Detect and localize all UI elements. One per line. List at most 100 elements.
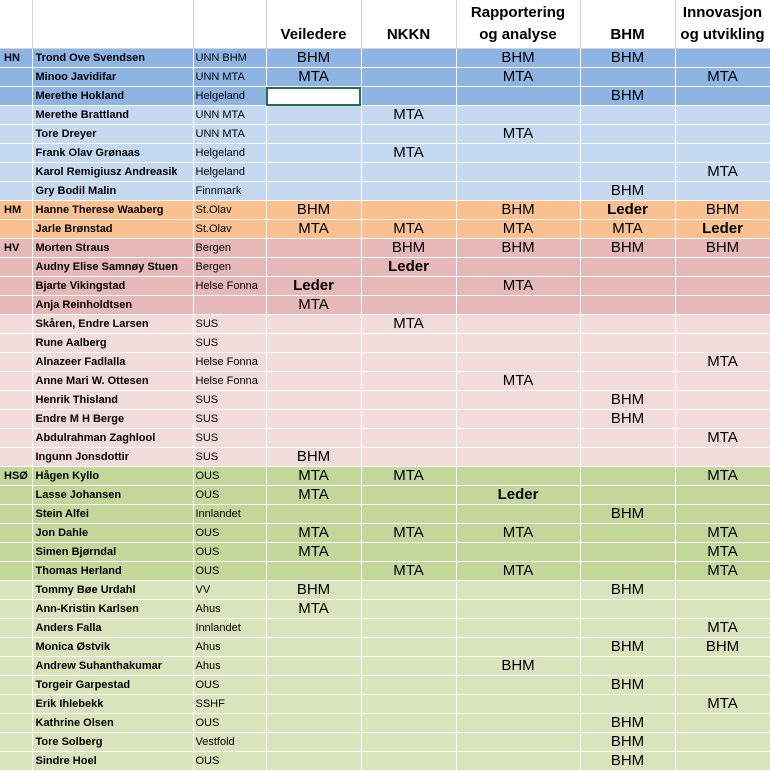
org-cell[interactable]: OUS: [193, 485, 267, 505]
region-cell[interactable]: [0, 599, 33, 619]
rapportering-cell[interactable]: [456, 390, 581, 410]
bhm-cell[interactable]: [580, 656, 676, 676]
bhm-cell[interactable]: [580, 352, 676, 372]
bhm-cell[interactable]: [580, 599, 676, 619]
bhm-cell[interactable]: [580, 124, 676, 144]
innovasjon-cell[interactable]: [675, 276, 770, 296]
header-cell-region[interactable]: [0, 0, 33, 49]
nkkn-cell[interactable]: [361, 67, 457, 87]
veiledere-cell[interactable]: [266, 333, 362, 353]
nkkn-cell[interactable]: BHM: [361, 238, 457, 258]
nkkn-cell[interactable]: [361, 48, 457, 68]
name-cell[interactable]: Rune Aalberg: [32, 333, 194, 353]
org-cell[interactable]: Helse Fonna: [193, 371, 267, 391]
region-cell[interactable]: [0, 181, 33, 201]
innovasjon-cell[interactable]: [675, 295, 770, 315]
nkkn-cell[interactable]: MTA: [361, 219, 457, 239]
name-cell[interactable]: Simen Bjørndal: [32, 542, 194, 562]
rapportering-cell[interactable]: [456, 162, 581, 182]
veiledere-cell[interactable]: MTA: [266, 67, 362, 87]
name-cell[interactable]: Anne Mari W. Ottesen: [32, 371, 194, 391]
org-cell[interactable]: Helse Fonna: [193, 276, 267, 296]
region-cell[interactable]: [0, 561, 33, 581]
org-cell[interactable]: SUS: [193, 447, 267, 467]
veiledere-cell[interactable]: BHM: [266, 200, 362, 220]
nkkn-cell[interactable]: [361, 580, 457, 600]
innovasjon-cell[interactable]: [675, 105, 770, 125]
rapportering-cell[interactable]: [456, 314, 581, 334]
veiledere-cell[interactable]: [266, 390, 362, 410]
bhm-cell[interactable]: [580, 257, 676, 277]
region-cell[interactable]: HV: [0, 238, 33, 258]
region-cell[interactable]: [0, 124, 33, 144]
region-cell[interactable]: [0, 105, 33, 125]
rapportering-cell[interactable]: [456, 713, 581, 733]
region-cell[interactable]: [0, 295, 33, 315]
rapportering-cell[interactable]: [456, 675, 581, 695]
veiledere-cell[interactable]: [266, 428, 362, 448]
veiledere-cell[interactable]: [266, 561, 362, 581]
region-cell[interactable]: [0, 656, 33, 676]
rapportering-cell[interactable]: Leder: [456, 485, 581, 505]
bhm-cell[interactable]: Leder: [580, 200, 676, 220]
org-cell[interactable]: Innlandet: [193, 618, 267, 638]
innovasjon-cell[interactable]: [675, 48, 770, 68]
region-cell[interactable]: [0, 314, 33, 334]
bhm-cell[interactable]: [580, 428, 676, 448]
name-cell[interactable]: Stein Alfei: [32, 504, 194, 524]
org-cell[interactable]: Helgeland: [193, 86, 267, 106]
name-cell[interactable]: Frank Olav Grønaas: [32, 143, 194, 163]
region-cell[interactable]: [0, 485, 33, 505]
rapportering-cell[interactable]: [456, 143, 581, 163]
innovasjon-cell[interactable]: MTA: [675, 162, 770, 182]
org-cell[interactable]: OUS: [193, 542, 267, 562]
nkkn-cell[interactable]: [361, 713, 457, 733]
innovasjon-cell[interactable]: [675, 713, 770, 733]
bhm-cell[interactable]: [580, 105, 676, 125]
header-cell-bhm[interactable]: BHM: [580, 0, 676, 49]
region-cell[interactable]: [0, 352, 33, 372]
veiledere-cell[interactable]: [266, 124, 362, 144]
region-cell[interactable]: [0, 390, 33, 410]
innovasjon-cell[interactable]: [675, 504, 770, 524]
header-cell-nkkn[interactable]: NKKN: [361, 0, 457, 49]
bhm-cell[interactable]: [580, 561, 676, 581]
rapportering-cell[interactable]: [456, 637, 581, 657]
veiledere-cell[interactable]: [266, 314, 362, 334]
name-cell[interactable]: Abdulrahman Zaghlool: [32, 428, 194, 448]
bhm-cell[interactable]: BHM: [580, 580, 676, 600]
name-cell[interactable]: Tommy Bøe Urdahl: [32, 580, 194, 600]
veiledere-cell[interactable]: [266, 105, 362, 125]
innovasjon-cell[interactable]: BHM: [675, 238, 770, 258]
rapportering-cell[interactable]: [456, 352, 581, 372]
name-cell[interactable]: Bjarte Vikingstad: [32, 276, 194, 296]
veiledere-cell[interactable]: [266, 713, 362, 733]
org-cell[interactable]: UNN MTA: [193, 124, 267, 144]
rapportering-cell[interactable]: MTA: [456, 124, 581, 144]
innovasjon-cell[interactable]: MTA: [675, 67, 770, 87]
rapportering-cell[interactable]: MTA: [456, 219, 581, 239]
veiledere-cell[interactable]: MTA: [266, 542, 362, 562]
nkkn-cell[interactable]: [361, 333, 457, 353]
veiledere-cell[interactable]: [266, 732, 362, 752]
region-cell[interactable]: [0, 257, 33, 277]
header-cell-rapportering[interactable]: Rapportering og analyse: [456, 0, 581, 49]
org-cell[interactable]: Ahus: [193, 656, 267, 676]
nkkn-cell[interactable]: [361, 181, 457, 201]
org-cell[interactable]: Ahus: [193, 599, 267, 619]
veiledere-cell[interactable]: [266, 694, 362, 714]
name-cell[interactable]: Trond Ove Svendsen: [32, 48, 194, 68]
bhm-cell[interactable]: [580, 485, 676, 505]
org-cell[interactable]: St.Olav: [193, 219, 267, 239]
rapportering-cell[interactable]: [456, 466, 581, 486]
rapportering-cell[interactable]: [456, 428, 581, 448]
innovasjon-cell[interactable]: [675, 732, 770, 752]
veiledere-cell[interactable]: Leder: [266, 276, 362, 296]
region-cell[interactable]: HM: [0, 200, 33, 220]
name-cell[interactable]: Endre M H Berge: [32, 409, 194, 429]
nkkn-cell[interactable]: [361, 504, 457, 524]
bhm-cell[interactable]: [580, 276, 676, 296]
org-cell[interactable]: OUS: [193, 523, 267, 543]
name-cell[interactable]: Tore Dreyer: [32, 124, 194, 144]
bhm-cell[interactable]: [580, 618, 676, 638]
